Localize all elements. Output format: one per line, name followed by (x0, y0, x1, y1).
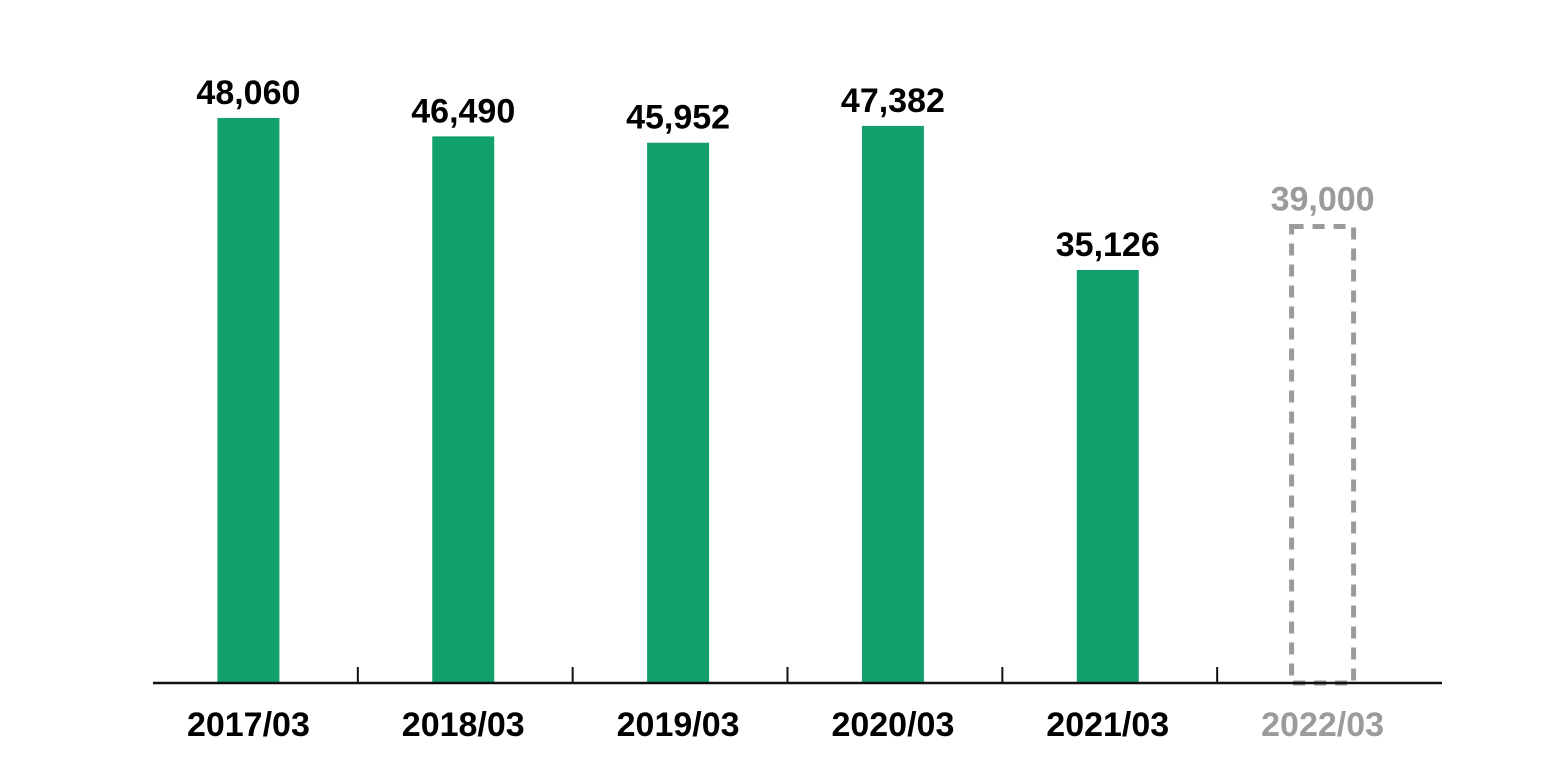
value-labels-group: 48,060 46,490 45,952 47,382 35,126 39,000 (196, 74, 1374, 264)
bar-value-label: 47,382 (841, 82, 945, 120)
bar (432, 136, 495, 683)
x-tick-label: 2022/03 (1261, 706, 1384, 744)
x-tick-label: 2017/03 (187, 706, 310, 744)
x-tick-label: 2018/03 (402, 706, 525, 744)
bar (647, 142, 710, 683)
x-tick-label: 2019/03 (617, 706, 740, 744)
bar-forecast (1289, 223, 1357, 686)
bar (1076, 270, 1139, 683)
bar-value-label: 46,490 (411, 92, 515, 130)
x-tick-label: 2021/03 (1046, 706, 1169, 744)
bar-value-label: 48,060 (196, 74, 300, 112)
bar-value-label: 35,126 (1056, 226, 1160, 264)
bar-value-label: 39,000 (1271, 180, 1375, 218)
category-labels-group: 2017/03 2018/03 2019/03 2020/03 2021/03 2022/… (187, 706, 1384, 744)
bar-value-label: 45,952 (626, 99, 730, 137)
bar (217, 117, 280, 683)
x-tick-label: 2020/03 (831, 706, 954, 744)
bars-group (217, 117, 1357, 686)
x-axis-ticks (356, 667, 1219, 683)
bar (861, 125, 924, 684)
